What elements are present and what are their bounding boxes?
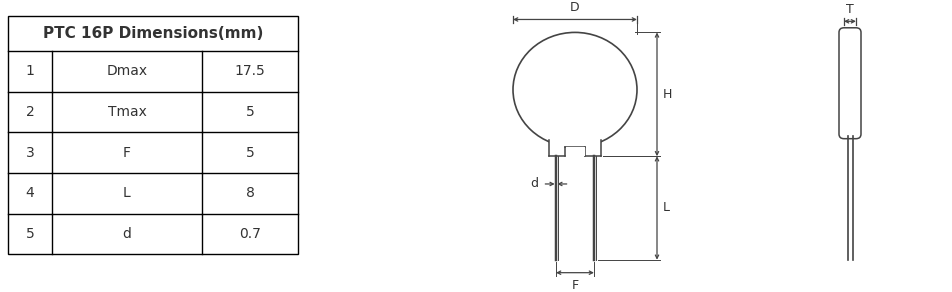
Text: L: L: [123, 186, 130, 200]
Text: F: F: [571, 279, 579, 292]
Text: L: L: [663, 201, 670, 215]
Circle shape: [513, 32, 637, 147]
Bar: [565, 147, 585, 156]
Bar: [549, 140, 601, 156]
Text: Tmax: Tmax: [108, 105, 147, 119]
Text: d: d: [530, 178, 539, 190]
Text: 5: 5: [246, 145, 254, 159]
Text: 1: 1: [26, 64, 34, 78]
Text: PTC 16P Dimensions(mm): PTC 16P Dimensions(mm): [43, 26, 263, 41]
Text: D: D: [570, 1, 580, 14]
Text: 17.5: 17.5: [234, 64, 266, 78]
Text: 4: 4: [26, 186, 34, 200]
Text: F: F: [123, 145, 131, 159]
Text: 2: 2: [26, 105, 34, 119]
Text: H: H: [663, 88, 672, 101]
Text: d: d: [123, 227, 131, 241]
Text: 0.7: 0.7: [239, 227, 261, 241]
Text: 3: 3: [26, 145, 34, 159]
Bar: [8, 16, 298, 254]
Text: 8: 8: [246, 186, 254, 200]
Text: Dmax: Dmax: [107, 64, 148, 78]
Text: T: T: [846, 3, 854, 16]
FancyBboxPatch shape: [839, 28, 861, 139]
Text: 5: 5: [26, 227, 34, 241]
Text: 5: 5: [246, 105, 254, 119]
